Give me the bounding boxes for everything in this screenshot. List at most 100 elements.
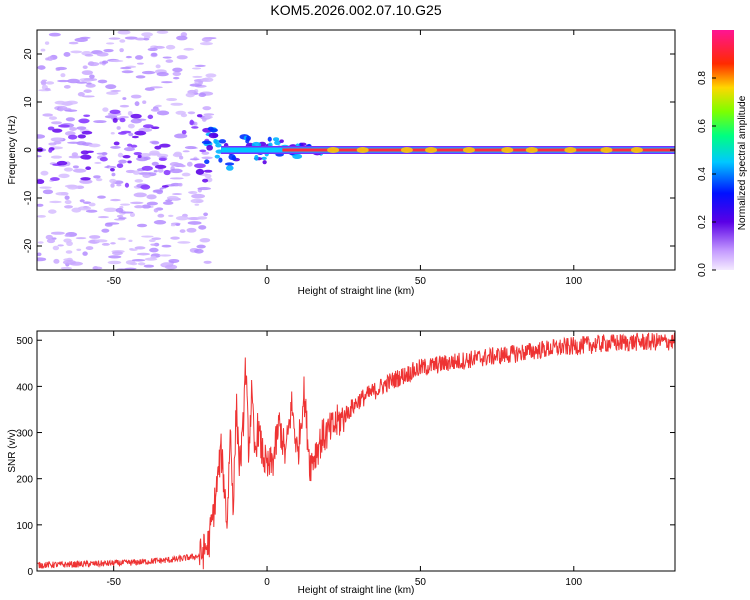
spectrogram-cell <box>143 264 155 268</box>
spectrogram-cell <box>110 198 121 202</box>
spectrogram-cell <box>153 170 158 173</box>
spectrogram-cell <box>218 139 227 144</box>
spectrogram-cell <box>117 237 126 241</box>
spectrogram-cell <box>116 126 121 130</box>
figure-title: KOM5.2026.002.07.10.G25 <box>270 2 441 18</box>
spectrogram-cell <box>177 164 185 167</box>
colorbar-label: Normalized spectral amplitude <box>737 95 748 230</box>
spectrogram-cell <box>630 147 643 153</box>
spectrogram-cell <box>64 109 78 112</box>
spectrogram-cell <box>156 30 169 34</box>
spectrogram-cell <box>58 173 70 179</box>
spectrogram-cell <box>77 92 85 97</box>
spectrogram-cell <box>261 156 267 161</box>
spectrogram-cell <box>149 247 159 253</box>
snr-panel: -50 0 50 100 0 100 200 300 400 500 Height of stra… <box>7 330 676 596</box>
spectrogram-cell <box>51 121 62 125</box>
spectrogram-cell <box>169 168 183 174</box>
spectrogram-cell <box>214 154 220 159</box>
spectrogram-cell <box>37 179 45 185</box>
spectrogram-cell <box>173 76 180 80</box>
colorbar-tick-label: 0.4 <box>697 167 708 181</box>
spectrogram-cell <box>53 141 62 145</box>
spectrogram-cell <box>125 55 132 59</box>
spectrogram-cell <box>274 140 281 146</box>
snr-ylabel: SNR (v/v) <box>7 429 18 472</box>
spectrogram-cell <box>66 241 73 247</box>
colorbar-ticks: 0.0 0.2 0.4 0.6 0.8 <box>697 71 716 277</box>
spectrogram-cell <box>42 189 54 195</box>
spectrogram-cell <box>356 147 369 153</box>
spectrogram-cell <box>56 160 68 166</box>
snr-ytick-label: 100 <box>16 521 33 532</box>
spectrogram-cell <box>37 134 46 139</box>
spectrogram-cell <box>80 177 91 181</box>
spectrogram-cell <box>94 239 108 243</box>
spectrogram-cell <box>117 30 131 35</box>
spectrogram-heatmap <box>37 30 675 270</box>
spectrogram-cell <box>68 41 79 45</box>
spectrogram-cell <box>63 167 74 172</box>
spectrogram-cell <box>42 113 54 117</box>
spectrogram-cell <box>37 257 47 262</box>
spectrogram-cell <box>86 82 92 85</box>
spectrogram-cell <box>83 114 91 117</box>
spectrogram-cell <box>146 194 157 200</box>
spectrogram-cell <box>184 145 197 150</box>
spectrogram-cell <box>134 246 146 250</box>
spectrogram-cell <box>148 239 156 243</box>
spectrogram-cell <box>176 55 188 60</box>
spectrogram-cell <box>77 206 92 211</box>
snr-xtick-label: 0 <box>264 577 270 588</box>
spectrogram-cell <box>81 70 94 76</box>
spectrogram-cell <box>425 147 438 153</box>
spectrogram-cell <box>130 94 142 99</box>
spectrogram-cell <box>41 79 48 82</box>
spectrogram-cell <box>63 85 71 89</box>
spectrogram-cell <box>122 155 131 159</box>
spectrogram-cell <box>95 178 103 182</box>
spectrogram-cell <box>161 185 169 188</box>
spectrogram-cell <box>134 101 140 107</box>
spectrogram-cell <box>208 132 219 139</box>
spectrogram-cell <box>99 156 108 162</box>
spectrogram-cell <box>196 216 208 220</box>
spectrogram-cell <box>194 163 206 169</box>
spectrogram-cell <box>175 110 186 115</box>
spectrogram-cell <box>119 117 126 123</box>
spectrogram-cell <box>46 238 56 244</box>
spectrogram-cell <box>246 135 251 141</box>
spectrogram-cell <box>191 193 205 199</box>
spectrogram-cell <box>189 158 200 161</box>
spectrogram-cell <box>85 246 94 251</box>
spectrogram-cell <box>82 201 92 204</box>
spectrogram-cell <box>164 264 178 270</box>
spectrogram-cell <box>279 139 284 143</box>
spectrogram-cell <box>185 92 195 98</box>
spectrogram-cell <box>159 143 171 148</box>
spectrogram-cell <box>112 117 118 123</box>
spectrogram-cell <box>143 38 150 41</box>
spectrogram-cell <box>92 265 99 270</box>
spectrogram-cell <box>97 216 110 219</box>
spectrogram-cell <box>174 133 188 139</box>
spectrogram-cell <box>154 145 162 150</box>
spectrogram-cell <box>119 116 130 119</box>
spectrogram-cell <box>113 141 120 146</box>
spectrogram-xtick-label: 100 <box>565 276 582 287</box>
spectrogram-cell <box>52 245 60 251</box>
spectrogram-cell <box>142 100 147 104</box>
spectrogram-cell <box>166 97 178 102</box>
spectrogram-ytick-label: -10 <box>23 190 34 205</box>
spectrogram-cell <box>134 55 144 60</box>
spectrogram-cell <box>172 67 183 73</box>
spectrogram-cell <box>202 178 209 183</box>
spectrogram-cell <box>60 266 73 270</box>
spectrogram-cell <box>79 199 85 203</box>
spectrogram-cell <box>58 124 70 128</box>
spectrogram-xtick-label: 0 <box>264 276 270 287</box>
spectrogram-cell <box>89 74 95 79</box>
spectrogram-cell <box>186 227 197 233</box>
spectrogram-cell <box>198 80 204 85</box>
spectrogram-cell <box>119 39 126 43</box>
